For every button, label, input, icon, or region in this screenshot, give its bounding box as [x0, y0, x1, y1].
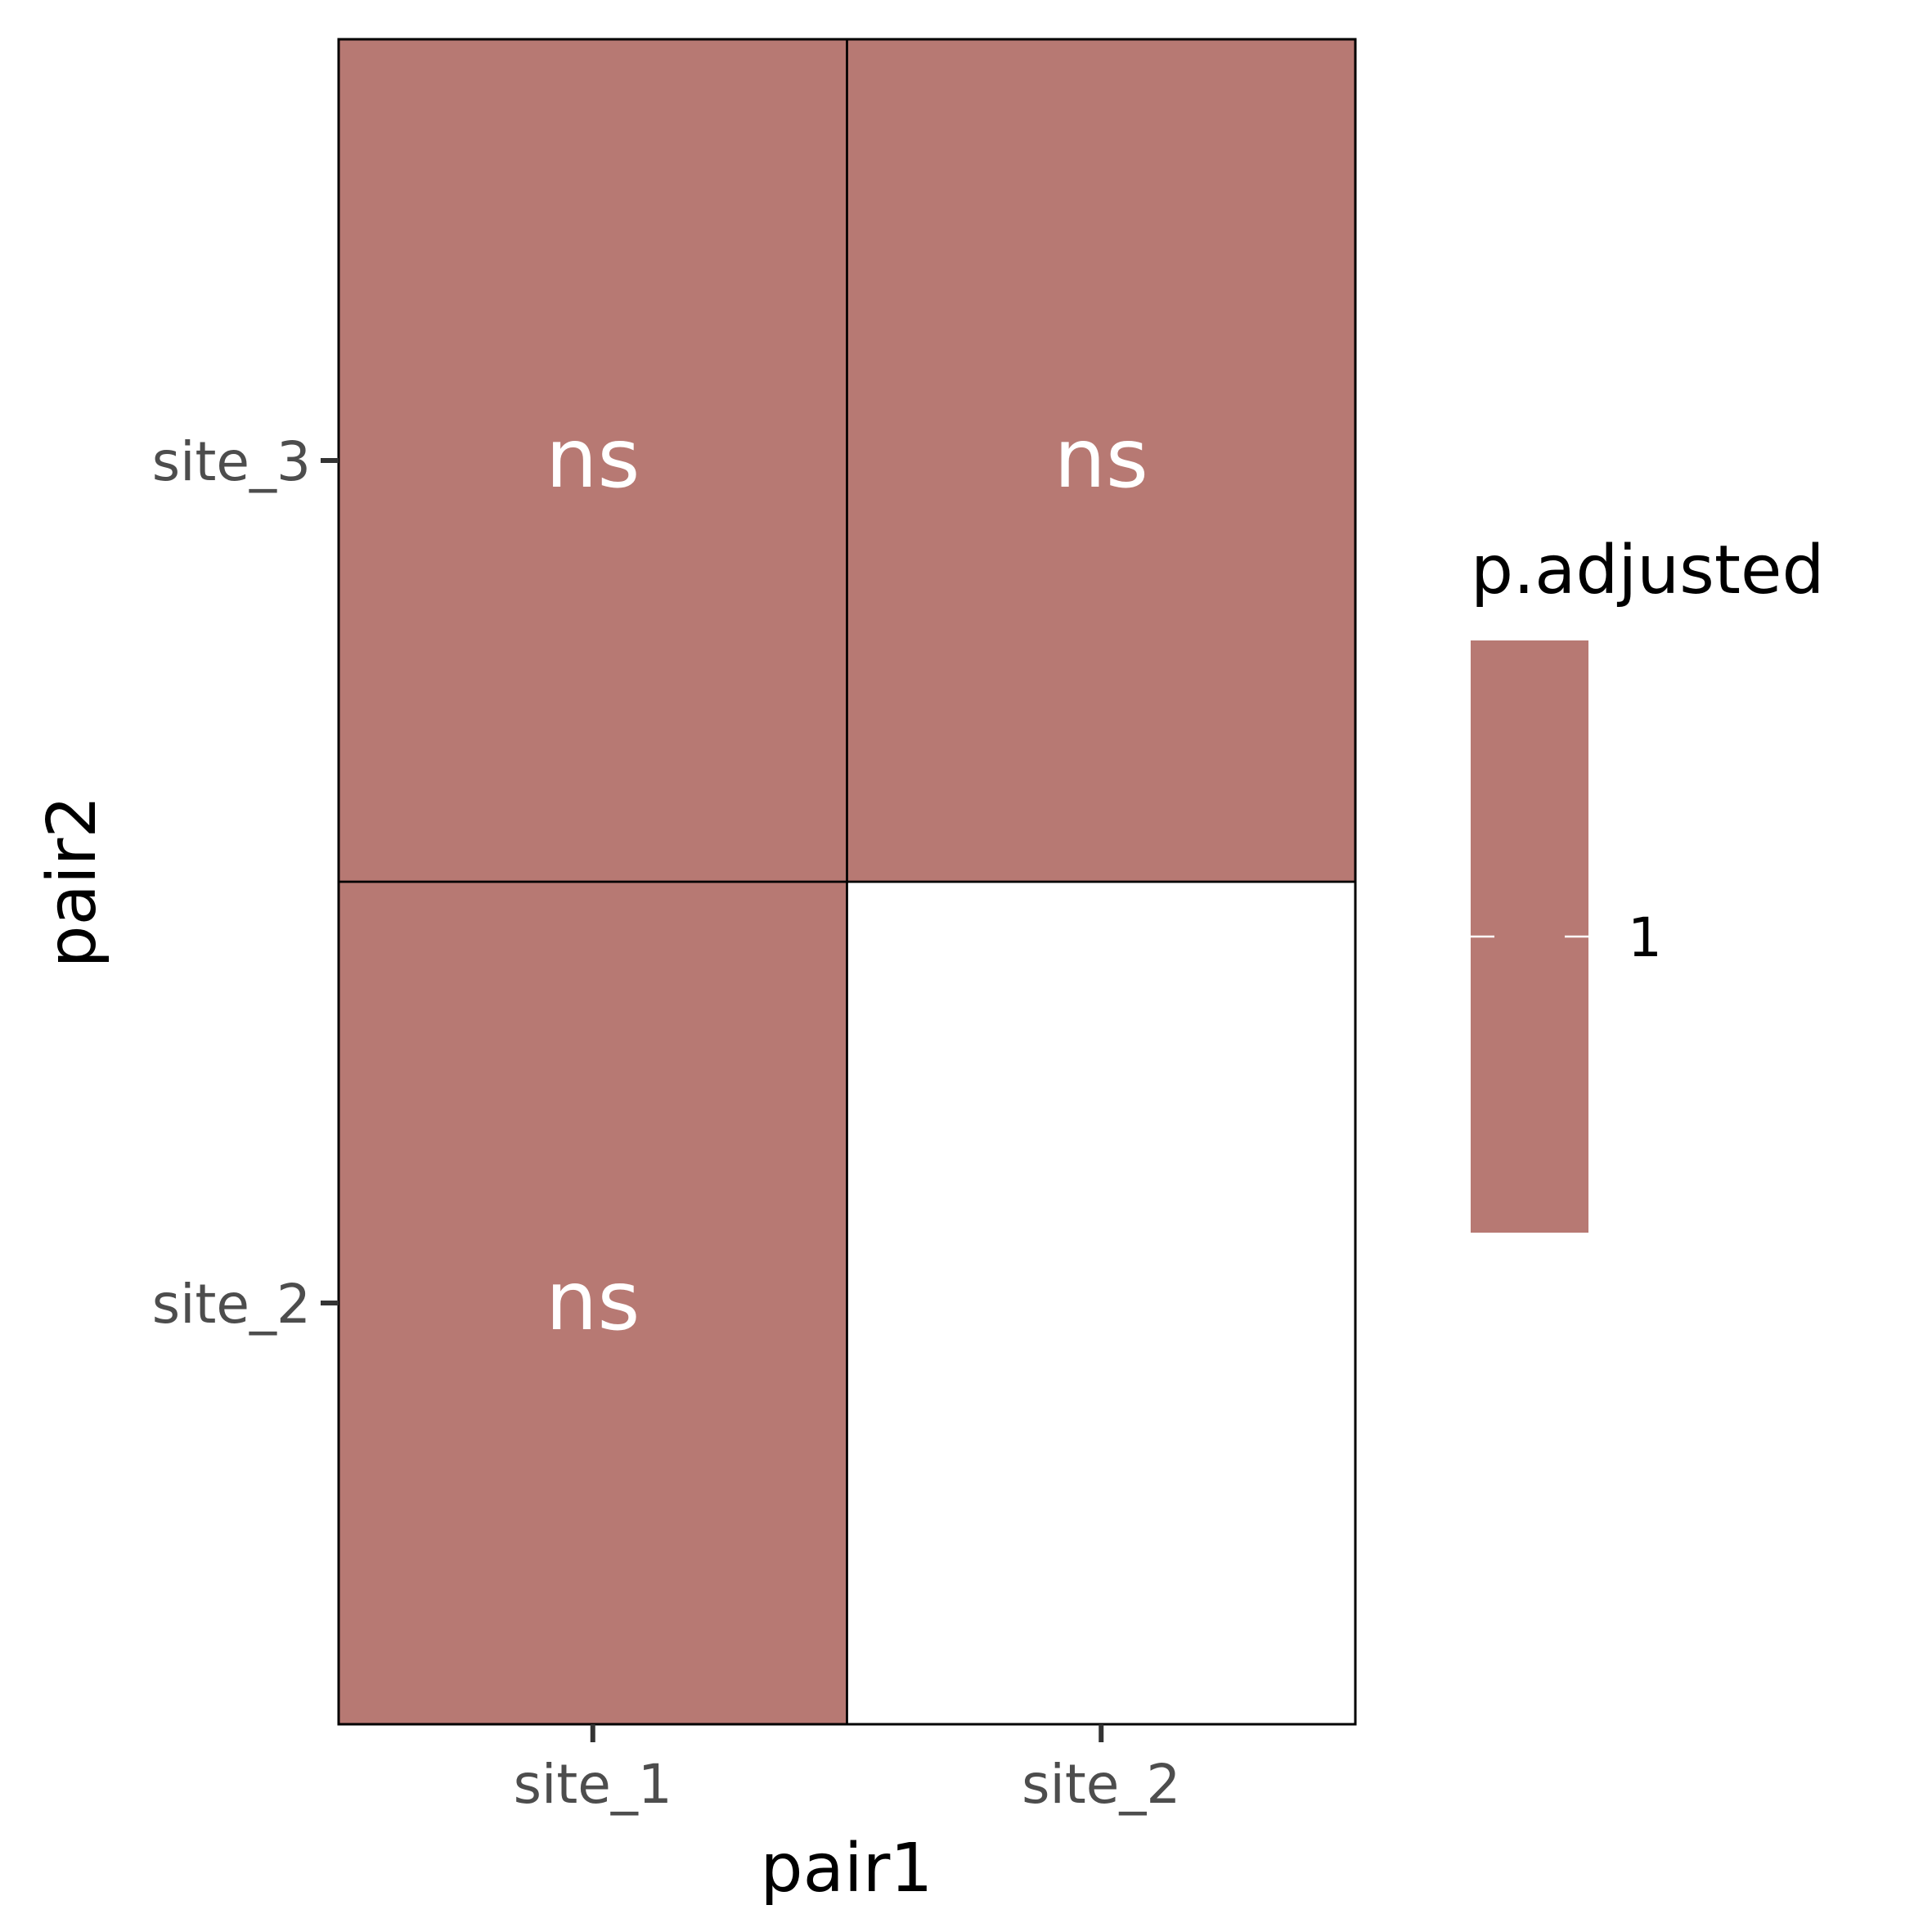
y-axis-title: pair2 [34, 796, 111, 968]
cell-label-site_1-site_3: ns [546, 411, 640, 506]
y-axis: site_2 site_3 [152, 430, 339, 1336]
plot-panel-border [337, 38, 1357, 1726]
x-tick-label-site_1: site_1 [514, 1753, 672, 1816]
heatmap-cell-site_2-site_3 [847, 39, 1355, 882]
cell-label-site_2-site_3: ns [1054, 411, 1148, 506]
heatmap-cell-site_1-site_3 [339, 39, 847, 882]
cell-labels-layer: ns ns ns [546, 411, 1148, 1349]
legend-title: p.adjusted [1471, 532, 1825, 609]
heatmap-cell-site_1-site_2 [339, 882, 847, 1724]
legend-breaks: 1 [1471, 906, 1662, 969]
x-axis: site_1 site_2 [514, 1724, 1180, 1816]
x-tick-label-site_2: site_2 [1022, 1753, 1180, 1816]
y-tick-label-site_3: site_3 [152, 430, 311, 493]
cells-layer [339, 39, 1355, 1724]
x-axis-title: pair1 [761, 1830, 933, 1907]
cell-label-site_1-site_2: ns [546, 1253, 640, 1349]
legend-break-label: 1 [1628, 906, 1662, 969]
legend: p.adjusted 1 [1471, 532, 1825, 1233]
y-tick-label-site_2: site_2 [152, 1273, 311, 1336]
